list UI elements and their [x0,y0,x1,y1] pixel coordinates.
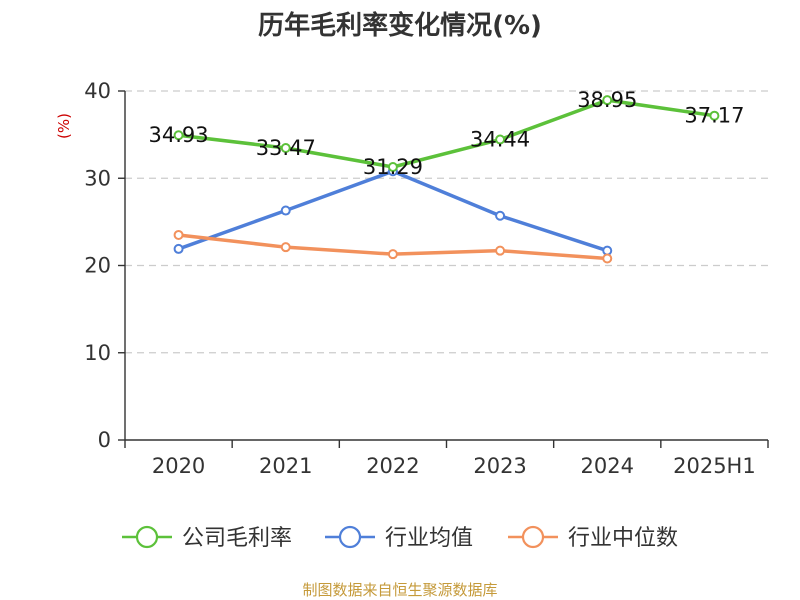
x-tick-label: 2020 [152,454,205,478]
legend-marker-0 [135,525,159,549]
data-point-2 [495,245,506,256]
legend-marker-1 [338,525,362,549]
y-tick-label: 0 [98,428,111,452]
data-label: 38.95 [577,88,637,112]
series-line-0 [178,98,715,169]
x-tick-label: 2025H1 [673,454,756,478]
data-point-1 [602,245,613,256]
y-tick-label: 40 [84,79,111,103]
y-tick-label: 20 [84,254,111,278]
data-point-2 [280,242,291,253]
data-labels: 34.93 33.47 31.29 34.44 38.95 37.17 [149,88,745,179]
x-tick-label: 2021 [259,454,312,478]
series-group [173,95,720,264]
data-point-0 [387,161,398,172]
data-label: 37.17 [684,104,744,128]
y-tick-label: 10 [84,341,111,365]
x-tick-label: 2023 [473,454,526,478]
chart-title: 历年毛利率变化情况(%) [258,10,542,41]
series-line-1 [177,169,608,253]
data-point-0 [280,142,291,153]
x-tick-label: 2024 [581,454,634,478]
data-point-1 [173,243,184,254]
data-point-0 [173,130,184,141]
data-label: 33.47 [256,136,316,160]
data-point-0 [602,95,613,106]
data-point-1 [495,210,506,221]
data-point-0 [495,134,506,145]
y-tick-label: 30 [84,166,111,190]
legend: 公司毛利率 行业均值 行业中位数 [122,525,678,551]
data-point-0 [709,110,720,121]
data-point-2 [602,253,613,264]
data-label: 34.44 [470,128,530,152]
data-label: 34.93 [149,123,209,147]
legend-label-1: 行业均值 [385,526,473,551]
y-unit-label: (%) [55,113,73,139]
legend-label-0: 公司毛利率 [182,526,292,551]
x-tick-label: 2022 [366,454,419,478]
axes: 0 10 20 30 40 2020 2021 2022 2023 2024 2025H1 [84,79,769,478]
data-point-2 [387,249,398,260]
data-point-1 [280,205,291,216]
source-footer: 制图数据来自恒生聚源数据库 [302,581,497,599]
data-point-2 [173,229,184,240]
grid-lines [125,90,768,354]
data-label: 31.29 [363,155,423,179]
legend-marker-2 [521,525,545,549]
legend-label-2: 行业中位数 [568,526,678,551]
